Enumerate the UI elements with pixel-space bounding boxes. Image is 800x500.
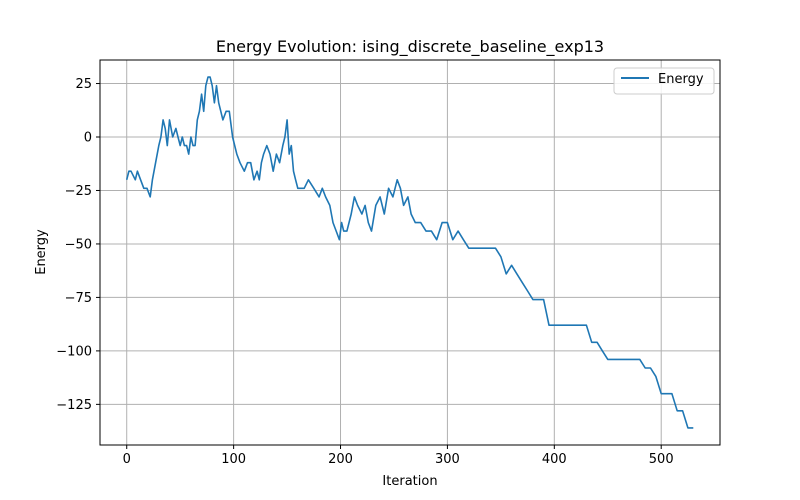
y-axis-label: Energy: [34, 229, 49, 275]
legend-label: Energy: [658, 72, 704, 87]
y-tick-label: −100: [56, 344, 92, 359]
y-tick-label: −75: [65, 291, 92, 306]
x-axis-label: Iteration: [382, 474, 437, 489]
legend: Energy: [613, 67, 715, 95]
y-tick-label: −25: [65, 184, 92, 199]
y-tick-label: 0: [84, 131, 92, 146]
x-tick-label: 0: [123, 452, 131, 467]
x-tick-label: 500: [649, 452, 674, 467]
y-tick-label: −50: [65, 237, 92, 252]
chart-title: Energy Evolution: ising_discrete_baselin…: [216, 37, 604, 57]
x-tick-label: 100: [221, 452, 246, 467]
grid-lines: [100, 60, 720, 445]
x-axis-ticks: 0 100 200 300 400 500: [123, 445, 674, 467]
legend-frame: [613, 67, 715, 95]
x-tick-label: 400: [542, 452, 567, 467]
series-line-energy: [125, 76, 694, 429]
y-tick-label: −125: [56, 398, 92, 413]
x-tick-label: 300: [435, 452, 460, 467]
y-axis-ticks: 25 0 −25 −50 −75 −100 −125: [56, 77, 100, 413]
plot-area-frame: [99, 59, 721, 446]
y-tick-label: 25: [75, 77, 92, 92]
x-tick-label: 200: [328, 452, 353, 467]
series-layer: [125, 76, 694, 429]
